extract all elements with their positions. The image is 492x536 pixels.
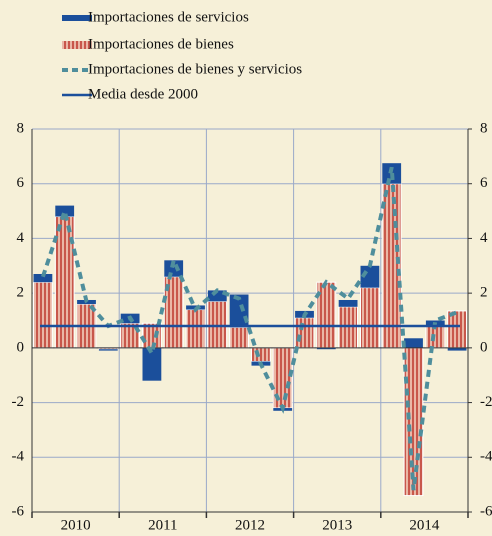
legend-swatch [62,41,92,49]
y-tick-label: -2 [12,394,25,410]
legend-swatch [62,15,92,21]
goods-bar [381,183,402,349]
goods-bar [207,300,228,349]
legend-label: Importaciones de bienes y servicios [88,61,302,77]
y2-tick-label: 6 [480,175,488,191]
services-bar [404,338,423,348]
y-tick-label: -4 [12,449,25,465]
services-bar [33,273,53,283]
y-tick-label: 4 [17,230,25,246]
y2-tick-label: -6 [480,503,492,519]
services-bar [229,294,249,328]
x-tick-label: 2012 [235,517,265,533]
legend-label: Importaciones de bienes [88,36,234,52]
goods-bar [251,347,271,363]
goods-bar [33,281,53,349]
x-tick-label: 2010 [61,517,91,533]
y-tick-label: 2 [17,285,25,301]
y2-tick-label: 4 [480,230,488,246]
y2-tick-label: 2 [480,285,488,301]
y2-tick-label: 0 [480,339,488,355]
goods-bar [338,306,359,349]
services-bar [142,347,162,381]
x-tick-label: 2011 [148,517,177,533]
services-bar [316,347,336,350]
goods-bar [185,309,206,349]
y-tick-label: 0 [17,339,25,355]
y2-tick-label: 8 [480,120,488,136]
services-bar [207,290,227,302]
goods-bar [294,317,315,349]
total-line [41,166,458,491]
y-tick-label: 6 [17,175,25,191]
services-bar [55,205,75,217]
y2-tick-label: -4 [480,449,492,465]
x-tick-label: 2013 [322,517,352,533]
x-tick-label: 2014 [409,517,440,533]
services-bar [338,299,358,307]
legend-label: Importaciones de servicios [88,9,249,25]
services-bar [447,347,467,351]
goods-bar [360,287,380,349]
y2-tick-label: -2 [480,394,492,410]
y-tick-label: 8 [17,120,25,136]
goods-bar [54,216,75,349]
goods-bar [229,326,249,349]
y-tick-label: -6 [12,503,25,519]
services-bar [98,349,118,351]
legend-label: Media desde 2000 [88,86,198,102]
